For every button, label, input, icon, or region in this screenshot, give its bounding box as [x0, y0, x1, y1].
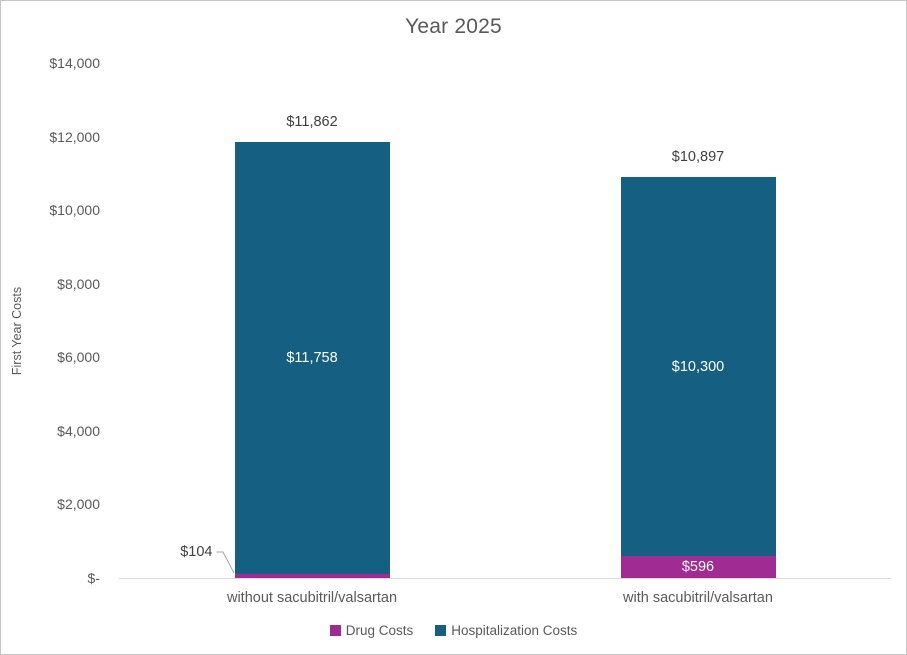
legend-label: Hospitalization Costs	[451, 623, 578, 638]
segment-data-label: $11,758	[286, 349, 338, 366]
bar-segment-drug-costs-1	[620, 556, 776, 578]
legend-swatch-icon	[329, 625, 341, 636]
y-tick-label: $14,000	[49, 55, 100, 71]
y-tick-label: $8,000	[57, 275, 100, 292]
total-data-label: $11,862	[286, 113, 338, 130]
chart-title: Year 2025	[405, 15, 502, 38]
segment-data-label: $596	[681, 559, 715, 576]
x-axis-line	[119, 578, 891, 579]
x-category-label: with sacubitril/valsartan	[623, 590, 773, 606]
y-tick-label: $10,000	[49, 202, 100, 219]
y-tick-label: $6,000	[57, 349, 100, 366]
y-tick-label: $-	[87, 570, 100, 586]
legend: Drug Costs Hospitalization Costs	[1, 623, 906, 638]
bar-segment-drug-costs-0	[234, 574, 390, 578]
legend-swatch-icon	[435, 625, 447, 636]
legend-item: Drug Costs	[329, 623, 414, 638]
y-tick-label: $4,000	[57, 422, 100, 439]
segment-data-label-callout: $104	[180, 544, 213, 560]
y-tick-label: $2,000	[57, 496, 100, 513]
legend-label: Drug Costs	[345, 623, 414, 638]
segment-data-label: $10,300	[671, 358, 725, 375]
bar-segment-hospitalization-costs-0	[234, 141, 390, 575]
bar-segment-hospitalization-costs-1	[620, 177, 776, 557]
legend-item: Hospitalization Costs	[435, 623, 577, 638]
x-category-label: without sacubitril/valsartan	[226, 590, 398, 606]
total-data-label: $10,897	[671, 149, 725, 166]
y-tick-label: $12,000	[49, 128, 100, 145]
